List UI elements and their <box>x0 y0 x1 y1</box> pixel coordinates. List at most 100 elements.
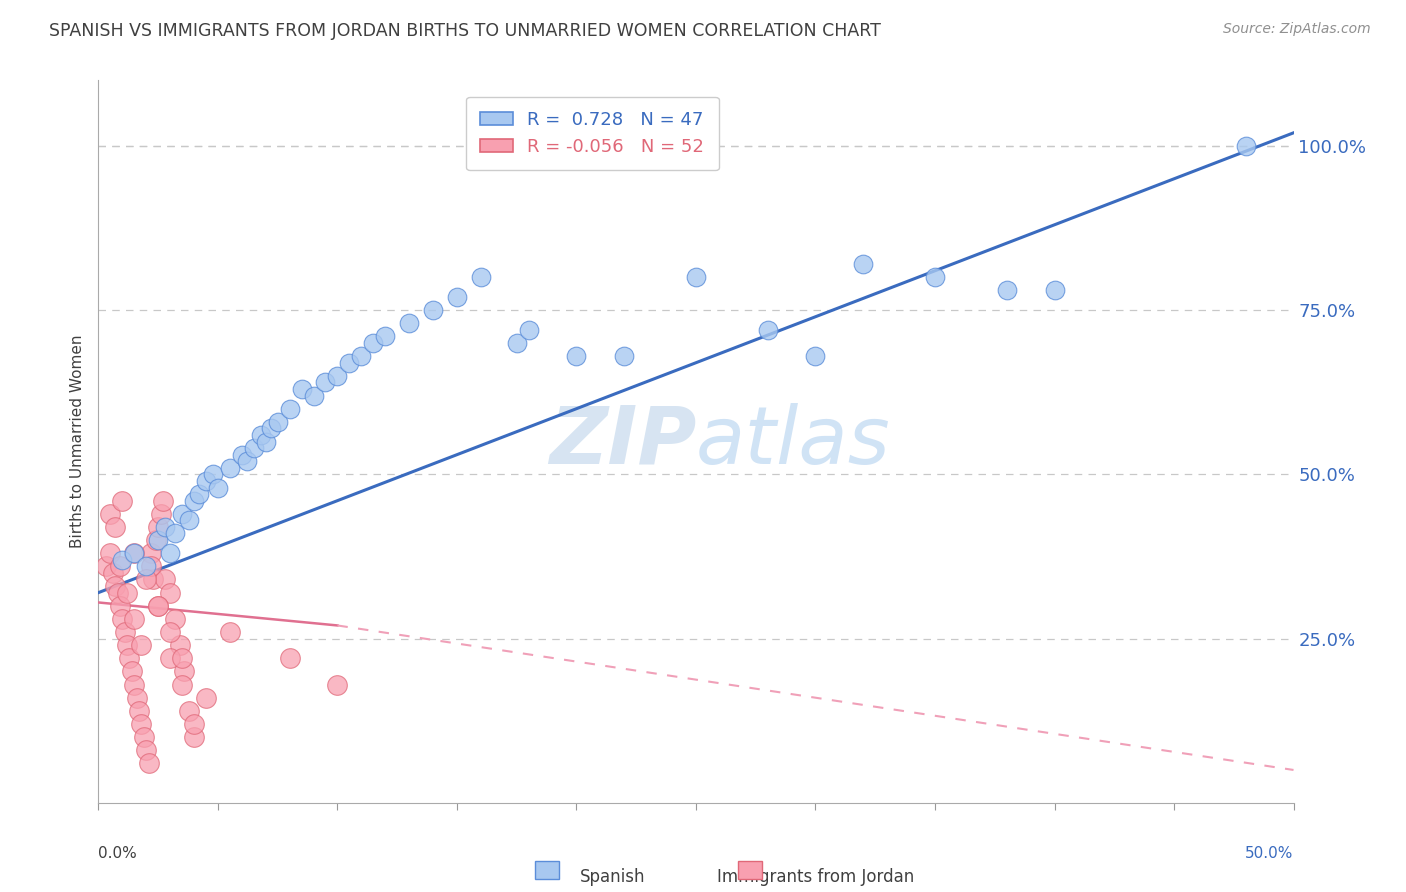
Point <box>374 329 396 343</box>
Point <box>291 382 314 396</box>
Text: Spanish: Spanish <box>579 868 645 886</box>
Point <box>315 376 337 390</box>
Point <box>183 717 205 731</box>
Point <box>756 323 779 337</box>
Text: 0.0%: 0.0% <box>98 847 138 861</box>
Point <box>250 428 273 442</box>
Y-axis label: Births to Unmarried Women: Births to Unmarried Women <box>70 334 86 549</box>
Point <box>1043 284 1066 298</box>
Point <box>131 717 153 731</box>
FancyBboxPatch shape <box>738 861 762 879</box>
Point <box>149 507 172 521</box>
Text: ZIP: ZIP <box>548 402 696 481</box>
Point <box>139 559 162 574</box>
Point <box>446 290 468 304</box>
Point <box>517 323 540 337</box>
Point <box>804 349 827 363</box>
Point <box>179 513 201 527</box>
Point <box>94 559 117 574</box>
Point <box>254 434 277 449</box>
Text: atlas: atlas <box>696 402 891 481</box>
Point <box>207 481 229 495</box>
Point <box>202 467 225 482</box>
Point <box>195 474 218 488</box>
Point <box>107 585 129 599</box>
Point <box>111 493 134 508</box>
Point <box>163 612 186 626</box>
Point <box>470 270 492 285</box>
Point <box>135 573 157 587</box>
Point <box>187 487 209 501</box>
Point <box>132 730 155 744</box>
Point <box>104 579 127 593</box>
Point <box>173 665 195 679</box>
Text: 50.0%: 50.0% <box>1246 847 1294 861</box>
Point <box>852 257 875 271</box>
Point <box>115 638 138 652</box>
Point <box>195 690 218 705</box>
Point <box>219 460 242 475</box>
Point <box>159 585 181 599</box>
Point <box>108 559 131 574</box>
Legend: R =  0.728   N = 47, R = -0.056   N = 52: R = 0.728 N = 47, R = -0.056 N = 52 <box>465 96 718 170</box>
Point <box>145 533 167 547</box>
Point <box>98 546 122 560</box>
Point <box>139 546 162 560</box>
Point <box>108 599 131 613</box>
Point <box>148 599 170 613</box>
Point <box>169 638 191 652</box>
Point <box>111 612 134 626</box>
Point <box>128 704 150 718</box>
Point <box>267 415 290 429</box>
Point <box>172 677 194 691</box>
Point <box>350 349 373 363</box>
Point <box>995 284 1018 298</box>
Point <box>506 336 529 351</box>
Point <box>111 553 134 567</box>
Point <box>278 401 301 416</box>
Point <box>124 677 146 691</box>
Point <box>159 625 181 640</box>
Point <box>924 270 946 285</box>
Point <box>685 270 707 285</box>
Point <box>135 559 157 574</box>
Point <box>138 756 160 771</box>
Point <box>104 520 127 534</box>
Point <box>155 573 177 587</box>
Point <box>565 349 588 363</box>
Point <box>121 665 143 679</box>
Point <box>124 546 146 560</box>
Point <box>115 585 138 599</box>
Point <box>135 743 157 757</box>
Point <box>302 388 325 402</box>
Point <box>148 520 170 534</box>
Point <box>326 368 349 383</box>
Point <box>398 316 420 330</box>
Point <box>422 303 444 318</box>
Point <box>114 625 136 640</box>
Point <box>339 356 361 370</box>
Point <box>163 526 186 541</box>
Point <box>613 349 636 363</box>
Point <box>172 651 194 665</box>
Point <box>1234 139 1257 153</box>
Point <box>183 730 205 744</box>
Point <box>363 336 385 351</box>
Point <box>124 546 146 560</box>
Point <box>326 677 349 691</box>
Point <box>124 612 146 626</box>
Point <box>243 441 266 455</box>
Text: Immigrants from Jordan: Immigrants from Jordan <box>717 868 914 886</box>
Point <box>278 651 301 665</box>
Point <box>148 599 170 613</box>
Text: Source: ZipAtlas.com: Source: ZipAtlas.com <box>1223 22 1371 37</box>
Point <box>231 448 253 462</box>
Point <box>148 533 170 547</box>
Point <box>159 546 181 560</box>
Point <box>219 625 242 640</box>
Point <box>131 638 153 652</box>
FancyBboxPatch shape <box>534 861 558 879</box>
Point <box>152 493 174 508</box>
Point <box>101 566 124 580</box>
Point <box>98 507 122 521</box>
